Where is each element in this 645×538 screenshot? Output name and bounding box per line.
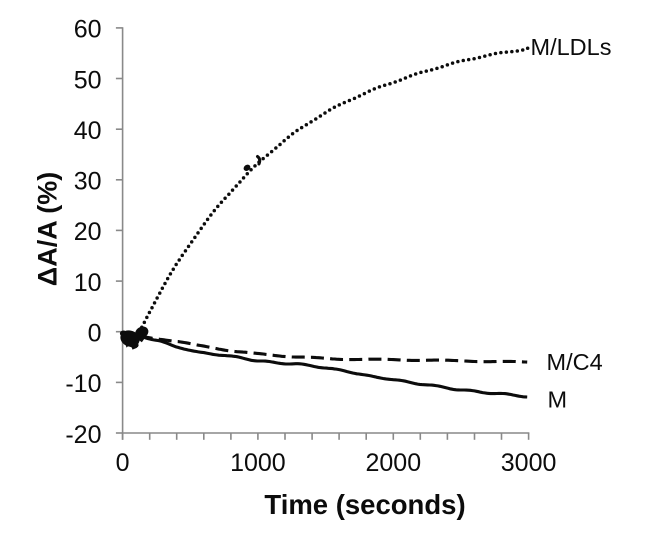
svg-text:2000: 2000 <box>365 449 421 477</box>
svg-text:0: 0 <box>116 449 130 477</box>
svg-text:60: 60 <box>74 16 102 44</box>
svg-text:M/C4: M/C4 <box>547 349 603 375</box>
svg-text:3000: 3000 <box>501 449 557 477</box>
svg-text:M: M <box>548 387 568 413</box>
svg-text:40: 40 <box>74 117 102 145</box>
svg-text:10: 10 <box>74 269 102 297</box>
svg-text:-10: -10 <box>65 370 101 398</box>
svg-text:1000: 1000 <box>230 449 286 477</box>
svg-text:20: 20 <box>74 218 102 246</box>
svg-text:0: 0 <box>88 320 102 348</box>
svg-text:ΔA/A (%): ΔA/A (%) <box>33 172 63 286</box>
svg-text:M/LDLs: M/LDLs <box>531 34 612 60</box>
svg-text:50: 50 <box>74 66 102 94</box>
svg-text:Time (seconds): Time (seconds) <box>264 489 465 520</box>
svg-text:30: 30 <box>74 168 102 196</box>
svg-text:-20: -20 <box>65 421 101 449</box>
